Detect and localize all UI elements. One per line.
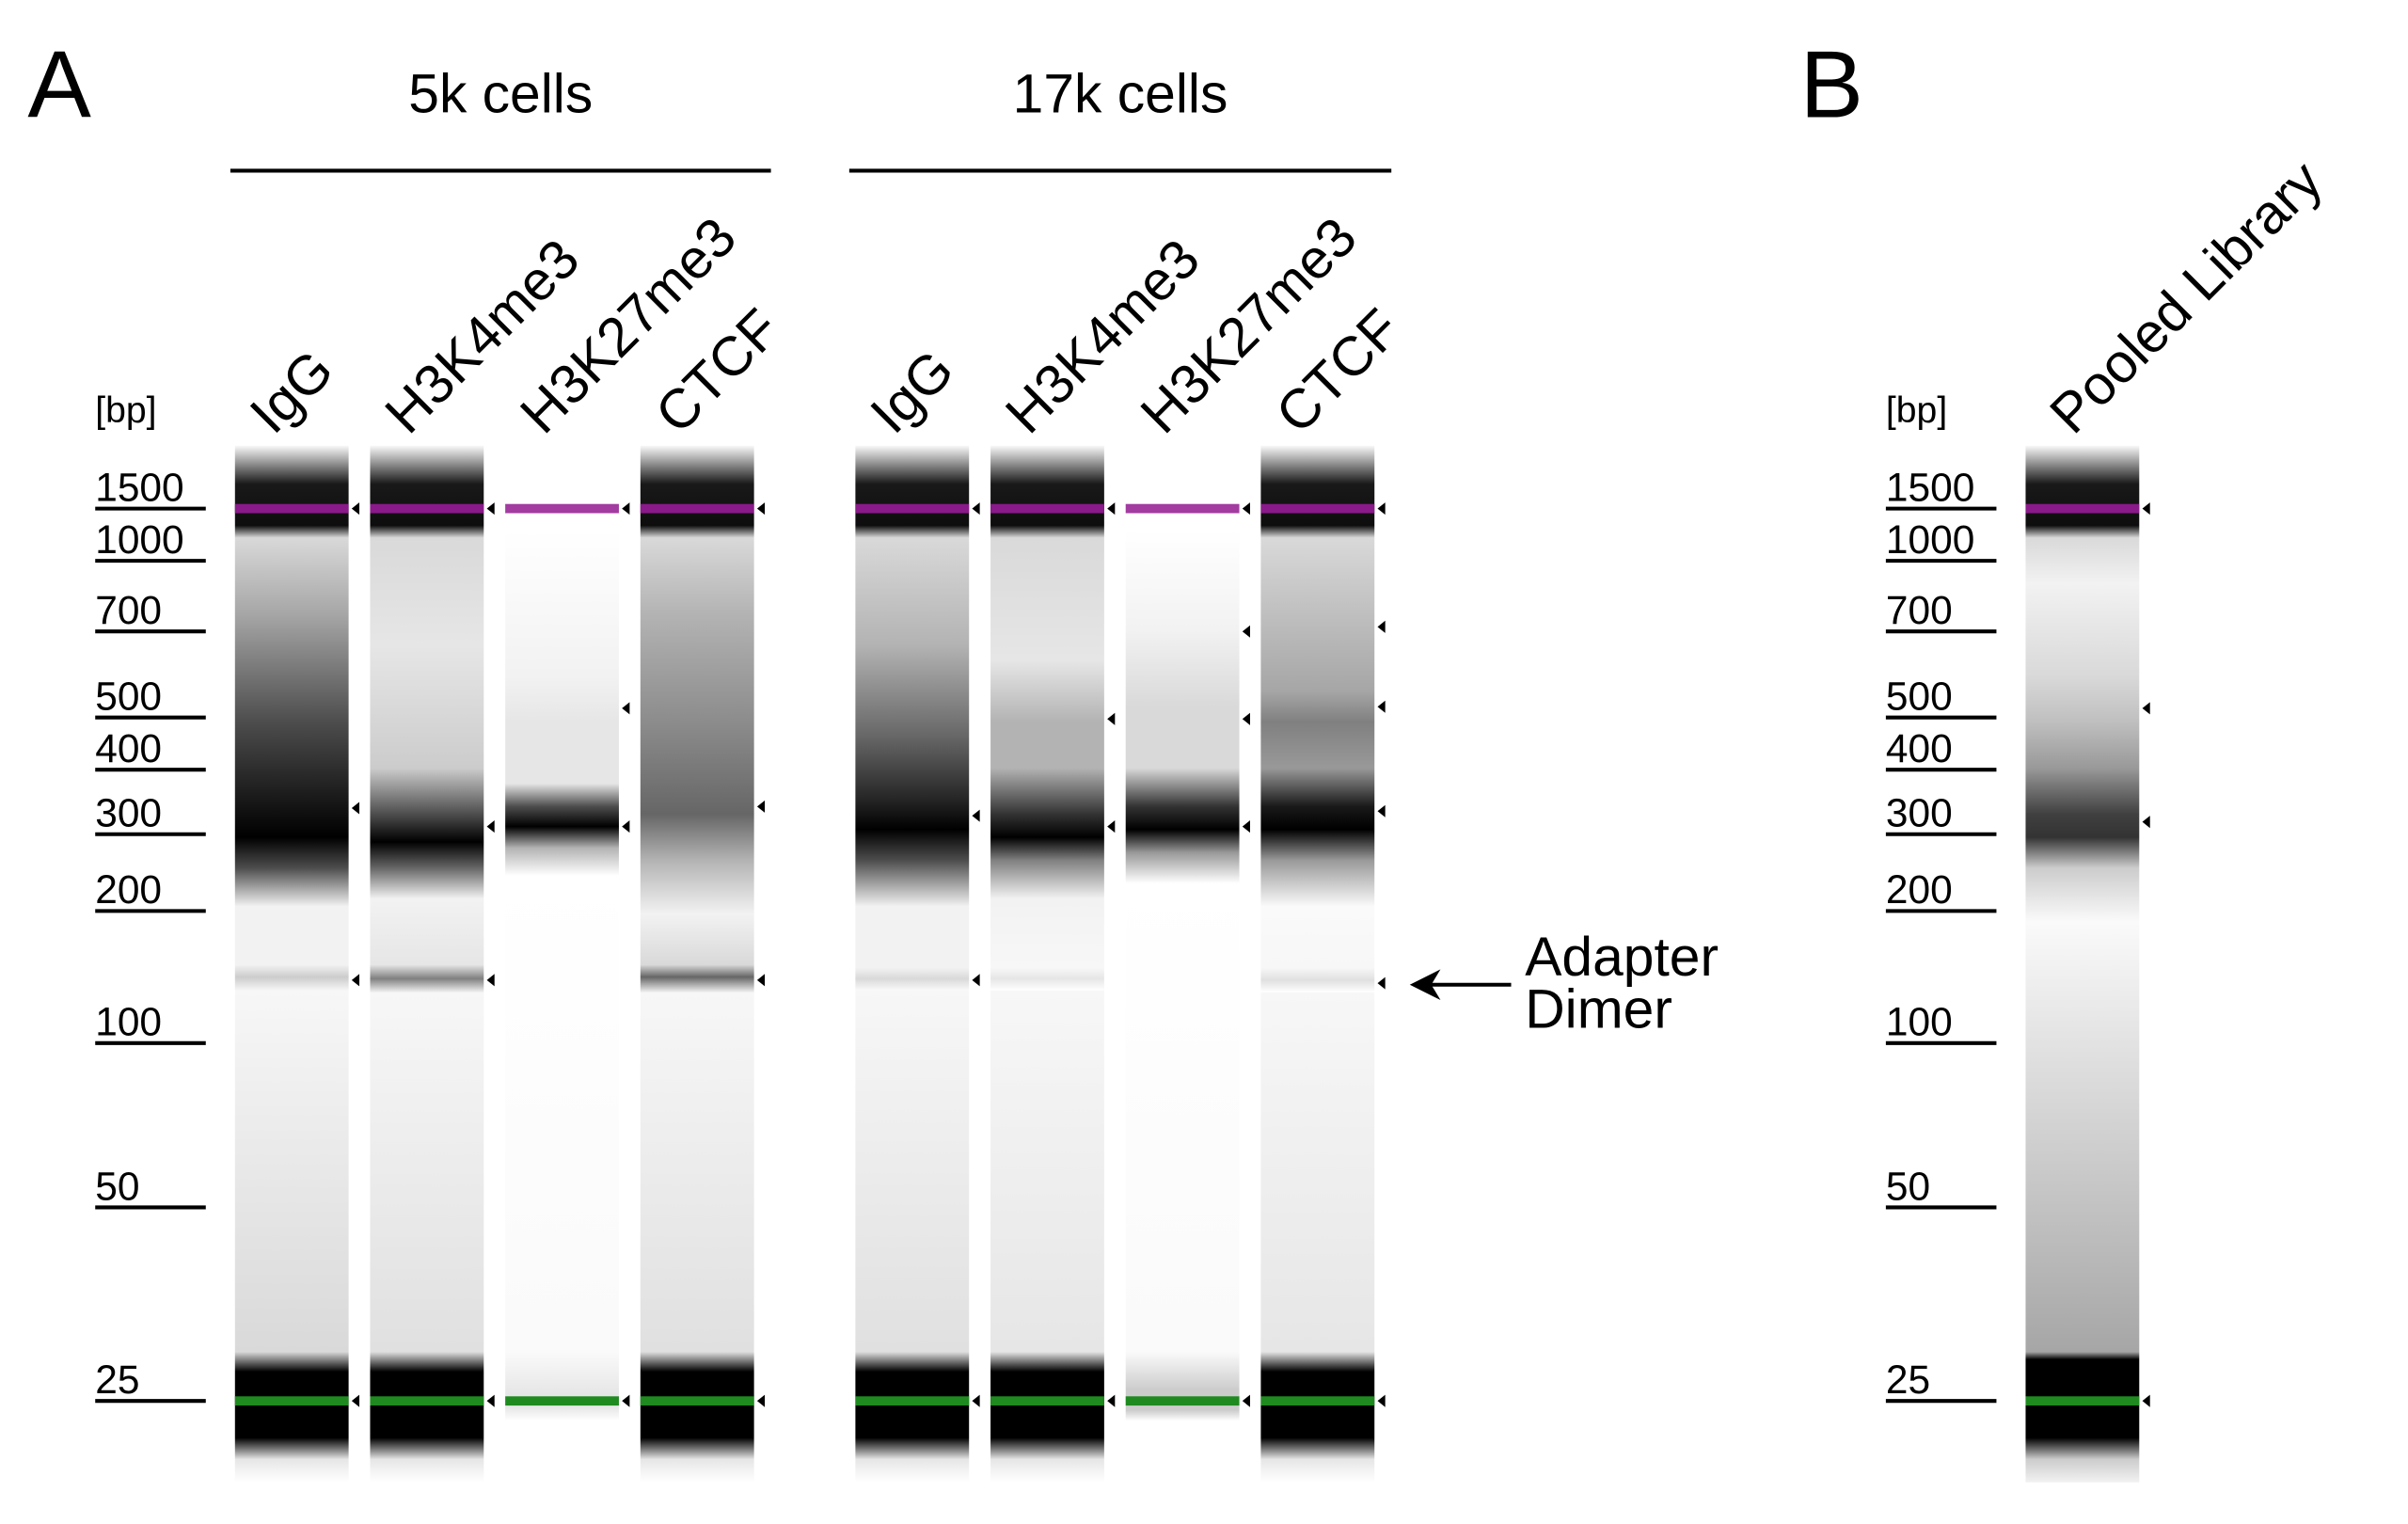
upper-marker [370, 503, 484, 514]
upper-marker [1260, 503, 1375, 514]
peak-marker [1107, 502, 1116, 516]
peak-marker [2142, 1394, 2150, 1407]
peak-marker [622, 702, 630, 715]
peak-marker [351, 974, 360, 987]
group-title: 5k cells [408, 63, 593, 124]
lower-marker [640, 1396, 754, 1406]
peak-marker [1242, 1394, 1250, 1407]
upper-marker [640, 503, 754, 514]
lane-label: IgG [239, 339, 345, 445]
peak-marker [622, 502, 630, 516]
lane [505, 445, 619, 1483]
peak-marker [351, 1394, 360, 1407]
ladder-label: 500 [95, 674, 162, 718]
lower-marker [990, 1396, 1104, 1406]
lane [640, 445, 754, 1483]
peak-marker [972, 809, 980, 822]
upper-marker [505, 503, 619, 514]
peak-marker [2142, 816, 2150, 829]
peak-marker [2142, 502, 2150, 516]
peak-marker [1377, 976, 1386, 990]
peak-marker [972, 1394, 980, 1407]
ladder-label: 50 [1886, 1164, 1930, 1208]
annotation: Dimer [1525, 978, 1672, 1040]
lane [234, 445, 349, 1483]
upper-marker [2025, 503, 2140, 514]
ladder-label: 100 [1886, 1000, 1953, 1044]
panel-label: A [27, 31, 91, 137]
lane-label: Pooled Library [2038, 150, 2334, 445]
lower-marker [234, 1396, 349, 1406]
peak-marker [972, 502, 980, 516]
peak-marker [972, 974, 980, 987]
ladder-unit: [bp] [1886, 390, 1947, 431]
ladder-label: 500 [1886, 674, 1953, 718]
peak-marker [1377, 502, 1386, 516]
ladder-label: 700 [1886, 588, 1953, 632]
peak-marker [756, 800, 766, 813]
ladder-label: 1000 [1886, 517, 1974, 562]
lower-marker [1260, 1396, 1375, 1406]
peak-marker [2142, 702, 2150, 715]
peak-marker [1242, 625, 1250, 638]
peak-marker [1242, 502, 1250, 516]
ladder-label: 25 [1886, 1357, 1930, 1402]
panel-label: B [1799, 31, 1863, 137]
peak-marker [1242, 820, 1250, 833]
peak-marker [756, 1394, 766, 1407]
ladder-label: 400 [1886, 726, 1953, 770]
upper-marker [990, 503, 1104, 514]
lane [370, 445, 484, 1483]
ladder-label: 400 [95, 726, 162, 770]
peak-marker [1377, 700, 1386, 713]
upper-marker [234, 503, 349, 514]
peak-marker [1107, 1394, 1116, 1407]
arrow-head [1409, 969, 1441, 1001]
ladder-label: 200 [95, 867, 162, 912]
peak-marker [351, 502, 360, 516]
ladder-label: 100 [95, 1000, 162, 1044]
annotation: Adapter [1525, 927, 1719, 988]
lane [855, 445, 970, 1483]
peak-marker [1242, 712, 1250, 725]
ladder-label: 1500 [95, 465, 183, 509]
peak-marker [1107, 820, 1116, 833]
peak-marker [486, 974, 495, 987]
peak-marker [486, 820, 495, 833]
upper-marker [855, 503, 970, 514]
lane [990, 445, 1104, 1483]
ladder-label: 25 [95, 1357, 139, 1402]
lane [1260, 445, 1375, 1483]
peak-marker [1377, 804, 1386, 818]
peak-marker [486, 1394, 495, 1407]
group-title: 17k cells [1013, 63, 1228, 124]
ladder-label: 1500 [1886, 465, 1974, 509]
lower-marker [505, 1396, 619, 1406]
peak-marker [756, 502, 766, 516]
peak-marker [622, 820, 630, 833]
ladder-label: 700 [95, 588, 162, 632]
lane [1125, 445, 1240, 1483]
peak-marker [1377, 1394, 1386, 1407]
lane [2025, 445, 2140, 1483]
ladder-label: 300 [1886, 791, 1953, 835]
peak-marker [1107, 712, 1116, 725]
ladder-unit: [bp] [95, 390, 156, 431]
lower-marker [1125, 1396, 1240, 1406]
peak-marker [622, 1394, 630, 1407]
lower-marker [370, 1396, 484, 1406]
ladder-label: 300 [95, 791, 162, 835]
ladder-label: 200 [1886, 867, 1953, 912]
lower-marker [855, 1396, 970, 1406]
peak-marker [756, 974, 766, 987]
peak-marker [351, 802, 360, 815]
upper-marker [1125, 503, 1240, 514]
peak-marker [1377, 620, 1386, 633]
peak-marker [486, 502, 495, 516]
ladder-label: 1000 [95, 517, 183, 562]
ladder-label: 50 [95, 1164, 139, 1208]
lane-label: IgG [859, 339, 965, 445]
lower-marker [2025, 1396, 2140, 1406]
